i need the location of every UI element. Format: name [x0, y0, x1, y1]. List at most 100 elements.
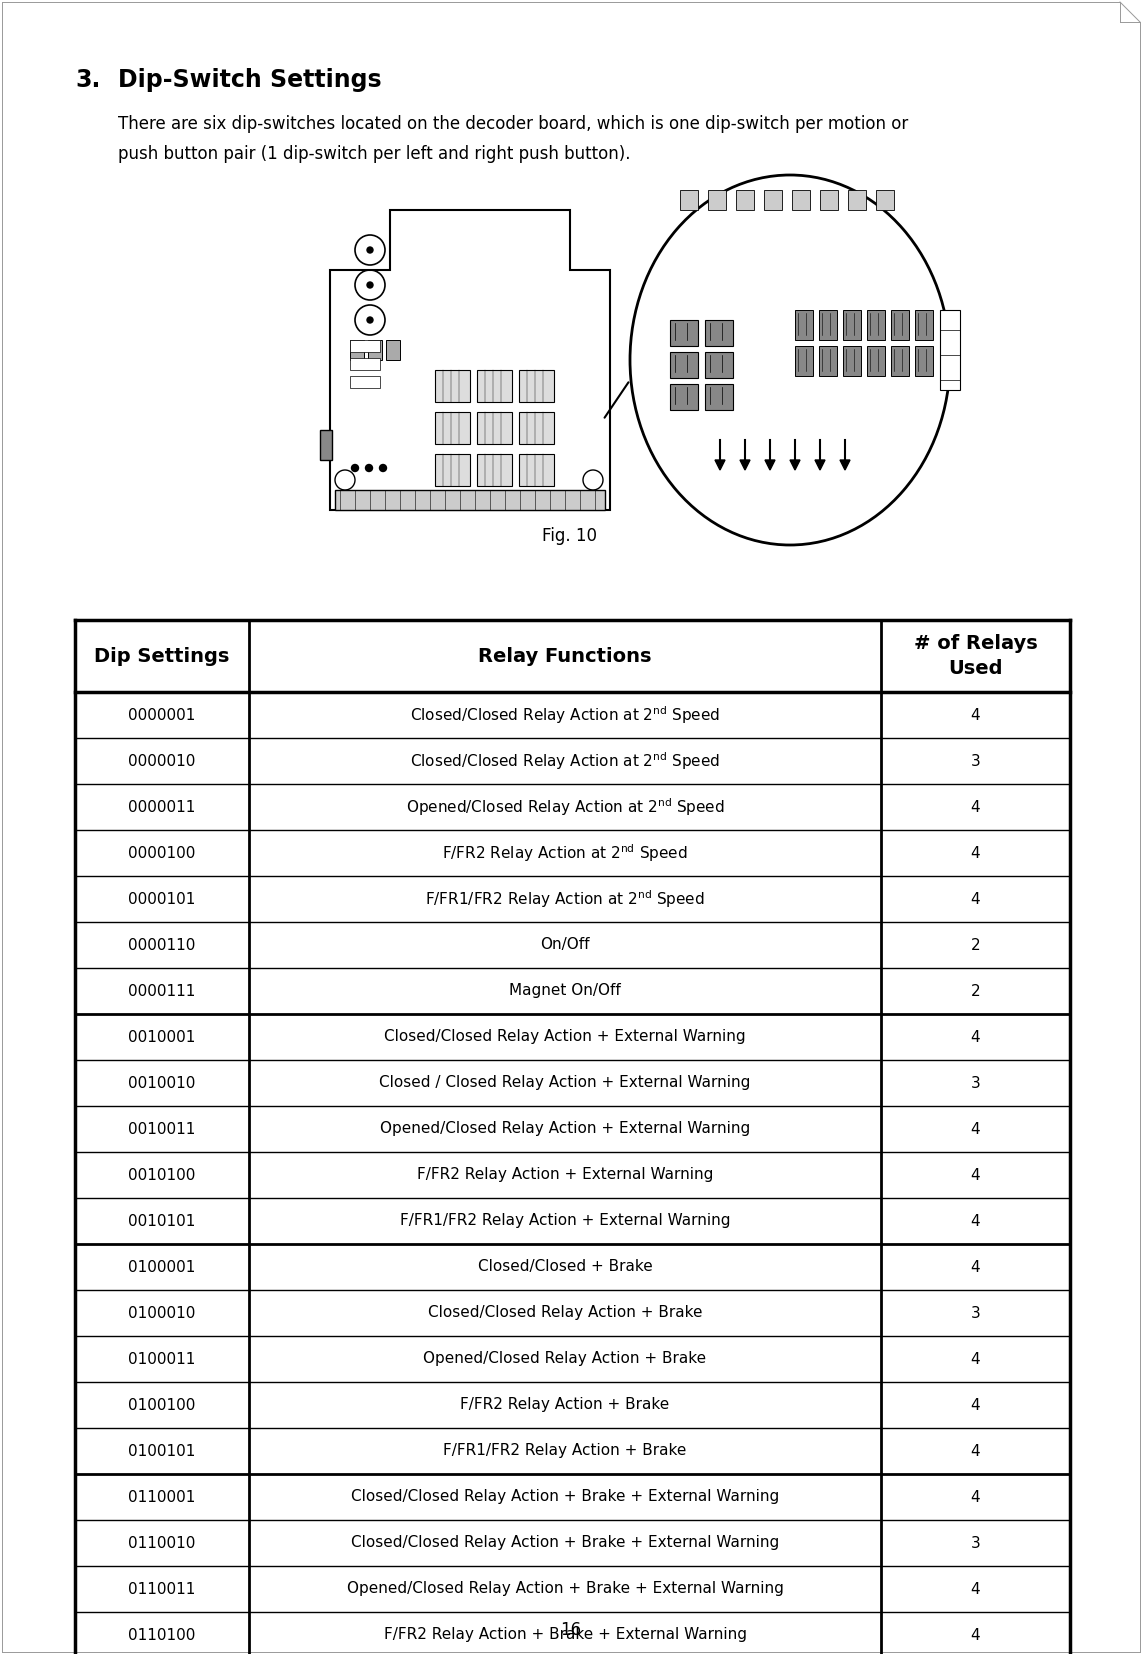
Text: 4: 4 — [971, 1029, 980, 1044]
Bar — [477, 412, 512, 443]
Bar — [518, 453, 554, 486]
Text: 0100101: 0100101 — [128, 1444, 195, 1459]
Polygon shape — [765, 460, 775, 470]
Bar — [867, 346, 885, 375]
Bar — [477, 453, 512, 486]
Bar — [795, 309, 813, 341]
Bar — [349, 341, 380, 352]
Text: F/FR2 Relay Action at 2$^{\mathregular{nd}}$ Speed: F/FR2 Relay Action at 2$^{\mathregular{n… — [442, 842, 687, 863]
Bar — [368, 341, 383, 361]
Bar — [849, 190, 866, 210]
Text: Closed/Closed Relay Action + Brake + External Warning: Closed/Closed Relay Action + Brake + Ext… — [351, 1490, 779, 1505]
Bar — [708, 190, 726, 210]
Text: 4: 4 — [971, 1398, 980, 1413]
Bar — [705, 352, 733, 379]
Text: 4: 4 — [971, 1121, 980, 1136]
Text: Dip-Switch Settings: Dip-Switch Settings — [118, 68, 381, 93]
Bar — [867, 309, 885, 341]
Bar — [435, 412, 471, 443]
Bar — [843, 346, 861, 375]
Bar — [819, 346, 837, 375]
Text: 0000010: 0000010 — [128, 754, 195, 769]
Text: Closed/Closed Relay Action + Brake + External Warning: Closed/Closed Relay Action + Brake + Ext… — [351, 1535, 779, 1550]
Text: 0000110: 0000110 — [128, 938, 195, 953]
Text: Relay Functions: Relay Functions — [478, 647, 652, 665]
Bar — [386, 341, 400, 361]
Text: 0110001: 0110001 — [128, 1490, 195, 1505]
Bar — [477, 370, 512, 402]
Bar — [891, 346, 909, 375]
Bar — [876, 190, 894, 210]
Text: Opened/Closed Relay Action + External Warning: Opened/Closed Relay Action + External Wa… — [380, 1121, 750, 1136]
Text: Closed / Closed Relay Action + External Warning: Closed / Closed Relay Action + External … — [379, 1075, 750, 1090]
Ellipse shape — [630, 175, 950, 546]
Bar — [705, 384, 733, 410]
Text: F/FR2 Relay Action + Brake: F/FR2 Relay Action + Brake — [460, 1398, 669, 1413]
Polygon shape — [740, 460, 750, 470]
Text: F/FR1/FR2 Relay Action at 2$^{\mathregular{nd}}$ Speed: F/FR1/FR2 Relay Action at 2$^{\mathregul… — [425, 888, 705, 910]
Text: 3: 3 — [971, 754, 980, 769]
Text: 3: 3 — [971, 1305, 980, 1320]
Text: On/Off: On/Off — [540, 938, 589, 953]
Text: 0000011: 0000011 — [128, 799, 195, 814]
Text: Fig. 10: Fig. 10 — [542, 528, 597, 546]
Text: 4: 4 — [971, 892, 980, 906]
Text: 0100010: 0100010 — [128, 1305, 195, 1320]
Circle shape — [367, 246, 373, 253]
Text: # of Relays
Used: # of Relays Used — [914, 633, 1037, 678]
Text: Dip Settings: Dip Settings — [95, 647, 230, 665]
Text: 0010101: 0010101 — [128, 1214, 195, 1229]
Text: 0000100: 0000100 — [128, 845, 195, 860]
Bar — [735, 190, 754, 210]
Text: Opened/Closed Relay Action + Brake: Opened/Closed Relay Action + Brake — [424, 1351, 707, 1366]
Text: 3: 3 — [971, 1075, 980, 1090]
Text: 16: 16 — [561, 1621, 581, 1639]
Bar — [335, 490, 605, 509]
Polygon shape — [715, 460, 725, 470]
Text: Closed/Closed + Brake: Closed/Closed + Brake — [477, 1259, 652, 1275]
Bar — [843, 309, 861, 341]
Bar — [349, 341, 364, 361]
Bar — [793, 190, 810, 210]
Text: 2: 2 — [971, 938, 980, 953]
Circle shape — [367, 318, 373, 323]
Circle shape — [367, 281, 373, 288]
Text: 4: 4 — [971, 1444, 980, 1459]
Text: 4: 4 — [971, 1490, 980, 1505]
Text: 0110100: 0110100 — [128, 1628, 195, 1642]
Bar — [915, 309, 933, 341]
Text: Opened/Closed Relay Action + Brake + External Warning: Opened/Closed Relay Action + Brake + Ext… — [347, 1581, 783, 1596]
Circle shape — [365, 465, 372, 471]
Text: F/FR1/FR2 Relay Action + Brake: F/FR1/FR2 Relay Action + Brake — [443, 1444, 686, 1459]
Polygon shape — [841, 460, 850, 470]
Circle shape — [352, 465, 359, 471]
Text: 0100100: 0100100 — [128, 1398, 195, 1413]
Text: 4: 4 — [971, 799, 980, 814]
Polygon shape — [815, 460, 825, 470]
Bar — [795, 346, 813, 375]
Bar — [518, 412, 554, 443]
Text: Opened/Closed Relay Action at 2$^{\mathregular{nd}}$ Speed: Opened/Closed Relay Action at 2$^{\mathr… — [405, 796, 724, 817]
Text: 0010100: 0010100 — [128, 1168, 195, 1183]
Bar — [349, 375, 380, 389]
Text: 4: 4 — [971, 1581, 980, 1596]
Bar — [75, 620, 1070, 1654]
Text: F/FR1/FR2 Relay Action + External Warning: F/FR1/FR2 Relay Action + External Warnin… — [400, 1214, 730, 1229]
Circle shape — [379, 465, 386, 471]
Text: 0010001: 0010001 — [128, 1029, 195, 1044]
Text: 3.: 3. — [75, 68, 100, 93]
Text: 4: 4 — [971, 708, 980, 723]
Bar — [891, 309, 909, 341]
Text: 0000101: 0000101 — [128, 892, 195, 906]
Text: push button pair (1 dip-switch per left and right push button).: push button pair (1 dip-switch per left … — [118, 146, 630, 164]
Bar — [435, 453, 471, 486]
Bar — [764, 190, 782, 210]
Bar — [819, 309, 837, 341]
Polygon shape — [790, 460, 801, 470]
Text: 4: 4 — [971, 1214, 980, 1229]
Text: 0100011: 0100011 — [128, 1351, 195, 1366]
Bar — [670, 352, 698, 379]
Bar — [670, 384, 698, 410]
Bar — [705, 319, 733, 346]
Bar — [915, 346, 933, 375]
